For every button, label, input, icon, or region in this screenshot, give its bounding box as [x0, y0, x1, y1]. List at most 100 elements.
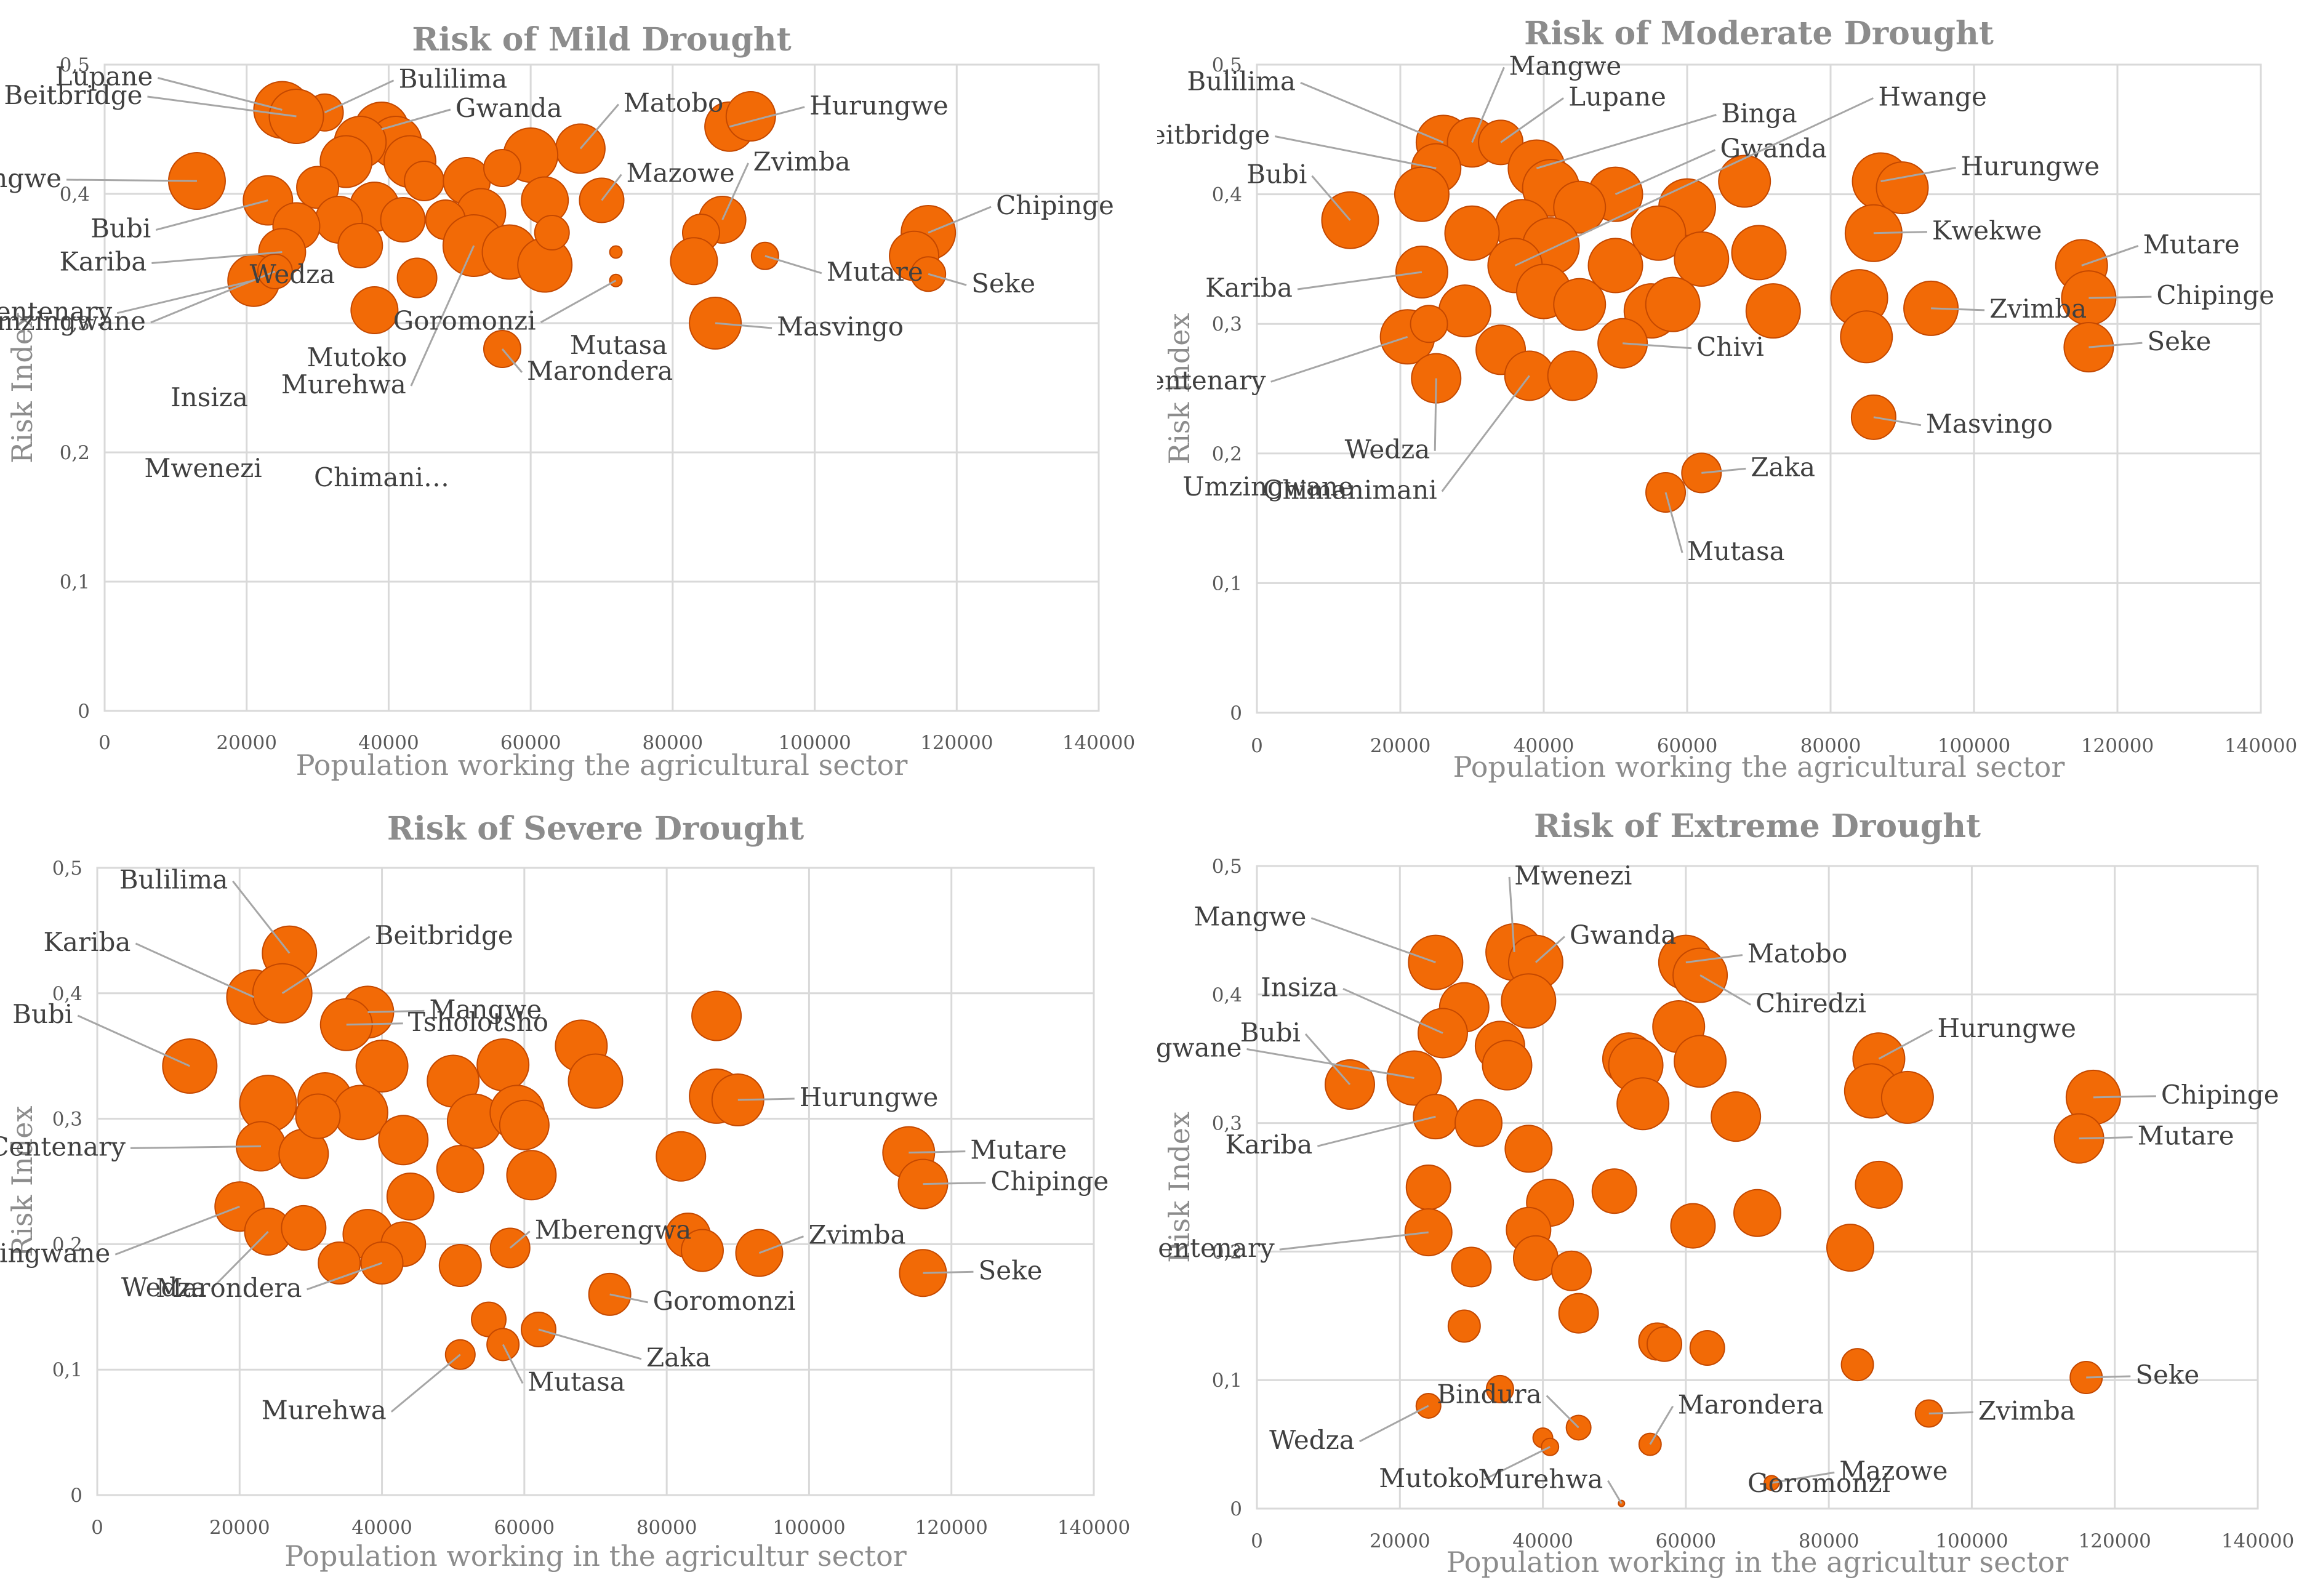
x-tick-label: 60000 — [1657, 735, 1718, 757]
data-label-mangwe: Mangwe — [1509, 50, 1622, 81]
x-tick-label: 0 — [1251, 735, 1263, 757]
x-tick-label: 20000 — [216, 732, 277, 754]
data-label-murehwa: Murehwa — [1478, 1464, 1603, 1494]
leader-line — [1342, 988, 1443, 1034]
data-label-kariba: Kariba — [1205, 273, 1293, 303]
data-label-chimanimani: Chimanimani — [1262, 475, 1437, 505]
leader-line — [579, 103, 620, 150]
chart-title: Risk of Severe Drought — [387, 810, 804, 848]
bubble — [1616, 1077, 1670, 1131]
y-tick-label: 0,1 — [1212, 572, 1242, 595]
leader-line — [77, 1014, 190, 1067]
data-label-wedza: Wedza — [121, 1272, 207, 1302]
leader-line — [281, 936, 371, 995]
bubble — [725, 91, 776, 142]
leader-line — [1607, 1480, 1623, 1504]
chart-extreme: 0 20000 40000 60000 80000 100000 120000 140000 0… — [1157, 798, 2315, 1596]
data-label-bindura: Bindura — [1437, 1379, 1541, 1409]
y-tick-label: 0,3 — [52, 1109, 82, 1131]
bubble — [1551, 1250, 1592, 1291]
x-tick-label: 40000 — [358, 732, 419, 754]
leader-line — [502, 1344, 524, 1384]
x-tick-label: 0 — [1251, 1530, 1263, 1552]
leader-line — [1471, 66, 1505, 143]
x-tick-label: 100000 — [1935, 1530, 2008, 1552]
leader-line — [1441, 375, 1530, 492]
data-label-hurungwe: Hurungwe — [1961, 151, 2100, 182]
bubble — [691, 990, 742, 1041]
data-label-mazowe: Mazowe — [1839, 1456, 1948, 1486]
data-label-zvimba: Zvimba — [1978, 1395, 2076, 1426]
bubble-wedza — [1415, 1392, 1442, 1419]
data-label-gwanda: Gwanda — [1720, 134, 1828, 164]
leader-line — [1701, 467, 1746, 474]
y-tick-label: 0,3 — [1212, 313, 1242, 335]
leader-line — [1623, 342, 1692, 350]
data-label-murehwa: Murehwa — [262, 1395, 387, 1426]
y-tick-label: 0 — [1230, 1498, 1242, 1520]
leader-line — [1928, 1411, 1973, 1414]
data-label-gwanda: Gwanda — [1570, 920, 1677, 950]
x-tick-label: 20000 — [209, 1517, 270, 1539]
leader-line — [501, 348, 523, 373]
bubble — [680, 1229, 724, 1272]
chart-severe-svg: 0 20000 40000 60000 80000 100000 120000 140000 0… — [0, 810, 1130, 1573]
y-tick-label: 0,2 — [1212, 1241, 1242, 1263]
leader-line — [211, 1230, 269, 1290]
data-label-murehwa: Murehwa — [281, 369, 406, 399]
data-label-centenary: Centenary — [1157, 1233, 1275, 1263]
bubble-bubi — [1324, 1059, 1375, 1110]
x-tick-label: 120000 — [2079, 1530, 2151, 1552]
leader-line — [1771, 1471, 1835, 1484]
bubble — [332, 1085, 388, 1141]
bubble — [436, 1145, 484, 1193]
plot-area-border — [103, 63, 1100, 712]
data-label-masvingo: Masvingo — [1926, 409, 2053, 439]
x-tick-label: 0 — [98, 732, 111, 754]
leader-line — [601, 174, 622, 201]
data-label-tsholotsho: Tsholotsho — [408, 1007, 548, 1037]
leader-line — [2081, 245, 2139, 267]
bubble — [1410, 305, 1448, 343]
bubble — [1840, 1348, 1874, 1382]
bubble — [1512, 1235, 1559, 1281]
bubble — [1674, 231, 1730, 287]
y-tick-label: 0 — [1230, 702, 1242, 724]
data-label-hurungwe: Hurungwe — [800, 1082, 939, 1112]
data-label-zaka: Zaka — [646, 1342, 711, 1373]
leader-line — [367, 1009, 425, 1013]
data-label-kariba: Kariba — [1225, 1129, 1312, 1160]
data-label-kariba: Kariba — [44, 927, 131, 957]
leader-line — [1500, 97, 1564, 143]
x-tick-label: 20000 — [1370, 1530, 1430, 1552]
plot-area-border — [96, 867, 1095, 1496]
leader-line — [2088, 342, 2143, 348]
data-label-goromonzi: Goromonzi — [393, 306, 536, 336]
leader-line — [1615, 149, 1716, 195]
leader-line — [1931, 307, 1985, 311]
data-label-hurungwe: Hurungwe — [1937, 1013, 2076, 1043]
leader-line — [1878, 1029, 1933, 1060]
y-tick-label: 0,4 — [1212, 184, 1242, 206]
bubbles — [162, 925, 949, 1370]
bubble — [378, 1115, 429, 1166]
data-label-mwenezi: Mwenezi — [144, 453, 262, 483]
data-label-mutasa: Mutasa — [570, 330, 668, 360]
bubble — [1840, 310, 1893, 364]
chart-extreme-svg: 0 20000 40000 60000 80000 100000 120000 140000 0… — [1157, 808, 2294, 1579]
leader-line — [232, 880, 291, 954]
bubble — [1645, 276, 1701, 332]
leader-line — [114, 1205, 240, 1256]
x-tick-label: 100000 — [772, 1517, 845, 1539]
data-label-mutare: Mutare — [2138, 1121, 2234, 1151]
bubble — [534, 215, 570, 251]
bubble-kariba — [1413, 1094, 1459, 1140]
leader-line — [509, 1230, 531, 1249]
y-tick-label: 0,1 — [1212, 1369, 1242, 1392]
y-tick-label: 0,2 — [60, 442, 90, 464]
data-label-umzingwane: Umzingwane — [1157, 1033, 1242, 1063]
leader-line — [1873, 416, 1922, 427]
bubble — [1876, 161, 1929, 215]
y-tick-label: 0,1 — [60, 571, 90, 593]
data-label-mwenezi: Mwenezi — [1514, 860, 1632, 891]
